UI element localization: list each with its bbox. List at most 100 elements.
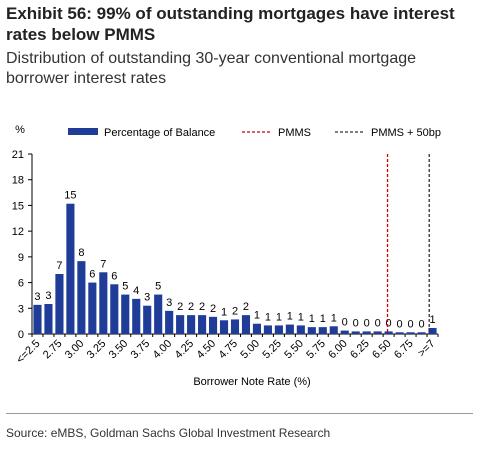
data-label: 2 [188,301,194,313]
data-label: 0 [364,317,370,329]
data-label: 1 [276,311,282,323]
data-label: 7 [56,260,62,272]
bar [198,315,207,334]
legend-label: Percentage of Balance [104,127,215,139]
bar [417,332,426,334]
bar [340,330,349,334]
bar [208,316,218,334]
y-tick-label: 0 [18,329,24,341]
data-label: 8 [78,247,84,259]
legend-swatch-bar [68,128,98,135]
data-label: 5 [155,281,161,293]
data-label: 0 [353,317,359,329]
data-label: 2 [232,305,238,317]
x-axis-label: Borrower Note Rate (%) [193,376,310,388]
chart-subtitle: Distribution of outstanding 30-year conv… [6,50,417,87]
data-label: 1 [254,310,260,322]
data-label: 1 [309,313,315,325]
data-label: 1 [221,306,227,318]
data-label: 0 [397,318,403,330]
data-label: 0 [375,317,381,329]
y-tick-label: 15 [12,200,24,212]
bar [285,324,294,334]
x-tick-label: 4.25 [173,338,197,362]
data-label: 3 [144,292,150,304]
data-label: 6 [89,269,95,281]
bar [263,325,272,334]
data-label: 0 [408,318,414,330]
bar [154,294,163,334]
data-label: 3 [34,291,40,303]
bar [428,328,437,334]
bar [395,332,404,334]
x-tick-label: 4.00 [151,338,175,362]
data-label: 5 [122,281,128,293]
y-tick-label: 18 [12,175,24,187]
x-tick-label: 3.25 [85,338,109,362]
source-note: Source: eMBS, Goldman Sachs Global Inves… [6,426,331,440]
bar [296,325,305,334]
data-label: 0 [386,317,392,329]
data-label: 1 [331,312,337,324]
bar [252,323,262,334]
x-tick-label: 5.75 [304,338,328,362]
data-label: 2 [210,303,216,315]
bar [165,310,174,334]
bar [110,284,119,334]
bar [187,315,196,334]
x-tick-label: 5.50 [282,338,306,362]
data-label: 4 [133,285,139,297]
bar [99,272,108,334]
bar [274,325,283,334]
bar [176,315,185,334]
x-tick-label: <=2.5 [14,338,42,366]
y-tick-label: 3 [18,303,24,315]
bar [143,305,152,334]
x-tick-label: 5.00 [238,338,262,362]
data-label: 2 [199,301,205,313]
data-label: 1 [265,311,271,323]
y-tick-label: 9 [18,252,24,264]
bar [373,331,382,334]
data-label: 1 [287,311,293,323]
divider [6,413,473,414]
bar [77,261,86,334]
bar [55,274,64,334]
data-label: 2 [177,301,183,313]
x-tick-label: 6.25 [348,338,372,362]
x-tick-label: 4.75 [216,338,240,362]
legend-label: PMMS [278,127,311,139]
bar [384,331,393,334]
y-tick-label: 12 [12,226,24,238]
data-label: 1 [320,313,326,325]
data-label: 3 [166,297,172,309]
bar [351,331,360,334]
x-tick-label: 4.50 [195,338,219,362]
y-tick-label: 6 [18,278,24,290]
bar [121,294,130,334]
bar [66,203,75,334]
x-tick-label: 6.50 [370,338,394,362]
x-tick-label: 3.00 [63,338,87,362]
bar [241,315,251,334]
bar [230,319,240,334]
legend-label: PMMS + 50bp [371,127,441,139]
data-label: 3 [45,290,51,302]
x-tick-label: >=7 [416,338,438,360]
y-axis-label: % [15,124,25,136]
bar [318,327,327,334]
x-tick-label: 2.75 [41,338,65,362]
bar [329,326,338,334]
data-label: 7 [100,258,106,270]
x-tick-label: 3.50 [107,338,131,362]
bar [362,331,371,334]
data-label: 1 [298,311,304,323]
bar [406,332,415,334]
x-tick-label: 3.75 [129,338,153,362]
data-label: 0 [418,318,424,330]
bar [307,327,316,334]
bar [132,298,141,334]
data-label: 0 [342,317,348,329]
chart-title: Exhibit 56: 99% of outstanding mortgages… [6,4,455,44]
